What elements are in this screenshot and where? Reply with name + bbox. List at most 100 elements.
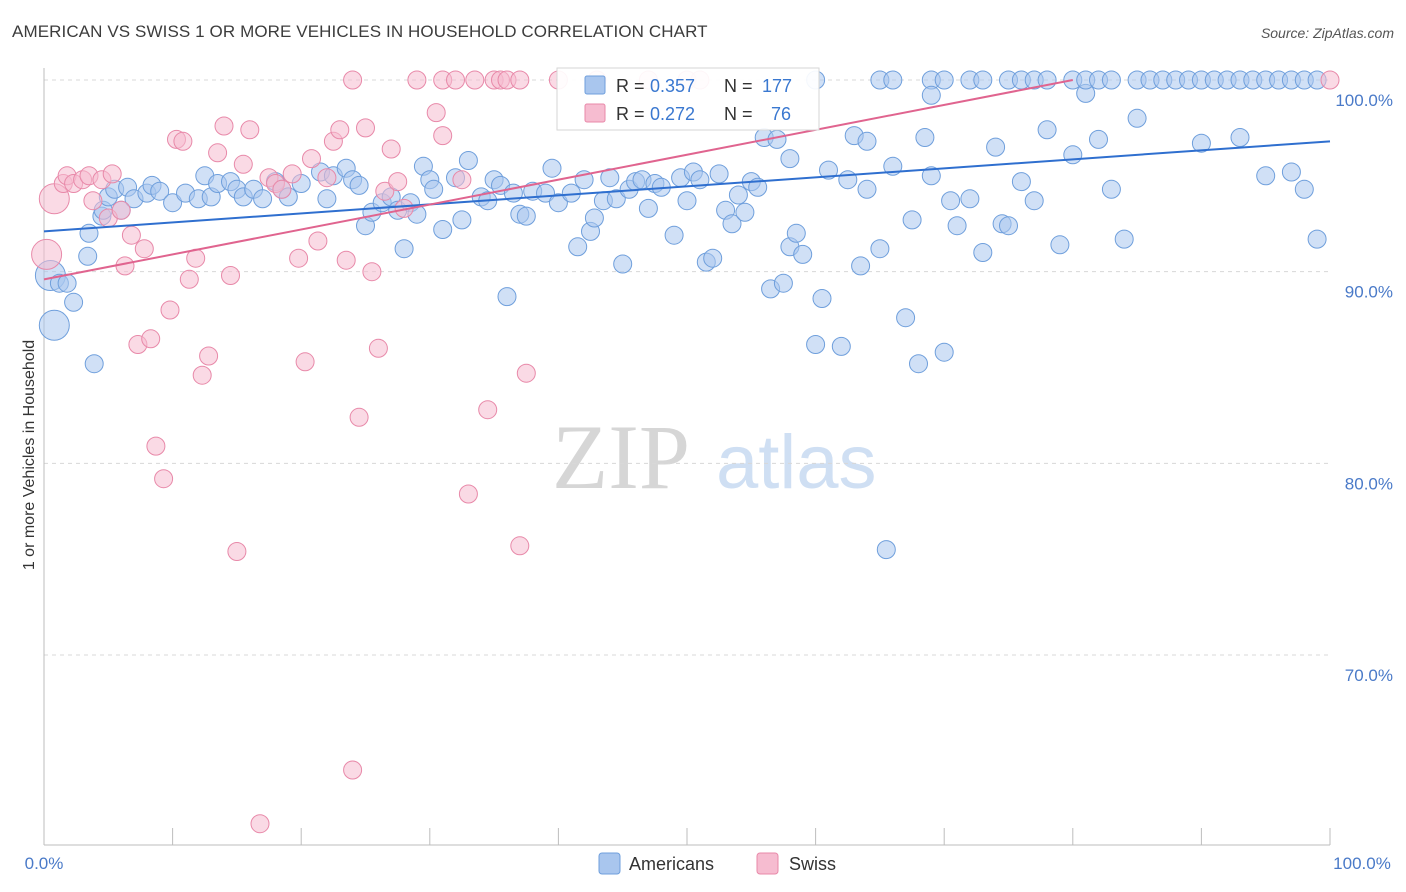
americans-swatch: [584, 75, 606, 95]
americans-point: [896, 308, 916, 328]
americans-point: [1089, 129, 1108, 149]
swiss-point: [192, 365, 212, 385]
chart-title: AMERICAN VS SWISS 1 OR MORE VEHICLES IN …: [12, 22, 708, 41]
americans-point: [424, 179, 444, 199]
swiss-point: [465, 70, 485, 90]
americans-point: [960, 189, 980, 209]
americans-point: [857, 131, 877, 151]
americans-point: [1191, 133, 1211, 153]
swiss-point: [134, 239, 154, 259]
swiss-point: [233, 154, 253, 174]
swiss-point: [199, 346, 219, 366]
americans-point: [999, 216, 1018, 236]
americans-point: [748, 177, 768, 197]
swiss-point: [349, 407, 369, 427]
americans-point: [786, 223, 806, 243]
swiss-point: [31, 238, 63, 270]
swiss-n-value: 76: [771, 104, 791, 124]
swiss-point: [102, 164, 122, 184]
source-credit: Source: ZipAtlas.com: [1260, 25, 1394, 41]
americans-point: [677, 191, 697, 211]
swiss-point: [173, 131, 193, 151]
americans-point: [722, 214, 742, 234]
americans-point: [1127, 108, 1147, 128]
americans-point: [452, 210, 472, 230]
swiss-point: [458, 484, 478, 504]
legend-swiss-swatch: [756, 852, 779, 875]
americans-point: [812, 289, 832, 308]
legend-americans-swatch: [598, 852, 621, 875]
swiss-point: [121, 225, 141, 245]
swiss-swatch: [584, 103, 606, 123]
swiss-trend-line: [43, 79, 1073, 281]
americans-point: [780, 149, 800, 169]
swiss-points: [31, 70, 1340, 834]
swiss-point: [227, 542, 247, 561]
americans-point: [876, 540, 896, 560]
x-tick-label-min: 0.0%: [25, 854, 64, 873]
americans-point: [857, 179, 877, 199]
swiss-point: [362, 262, 382, 282]
y-axis-title: 1 or more Vehicles in Household: [21, 340, 38, 570]
americans-point: [1101, 179, 1121, 199]
swiss-point: [375, 181, 395, 201]
swiss-point: [83, 191, 103, 211]
americans-point: [915, 128, 935, 147]
swiss-point: [179, 269, 199, 289]
swiss-point: [510, 70, 530, 90]
americans-point: [793, 244, 813, 264]
americans-n-label: N =: [724, 76, 753, 96]
americans-point: [703, 248, 723, 268]
americans-point: [394, 239, 414, 259]
swiss-point: [343, 760, 363, 780]
y-tick-label: 90.0%: [1345, 283, 1393, 302]
swiss-point: [295, 352, 315, 372]
swiss-point: [289, 248, 309, 268]
swiss-point: [356, 118, 375, 138]
americans-point: [883, 70, 903, 90]
swiss-point: [302, 149, 321, 169]
americans-point: [831, 336, 851, 356]
watermark-zip: ZIP: [552, 406, 690, 508]
americans-point: [516, 206, 536, 226]
swiss-point: [282, 164, 302, 184]
swiss-point: [308, 231, 328, 251]
americans-point: [1063, 145, 1083, 165]
americans-point: [806, 335, 826, 354]
x-ticks: [43, 828, 1331, 845]
swiss-point: [317, 168, 337, 188]
americans-point: [458, 151, 478, 170]
swiss-point: [240, 120, 260, 140]
swiss-point: [214, 116, 234, 136]
americans-point: [1101, 70, 1121, 90]
americans-trend-line: [43, 140, 1331, 233]
swiss-point: [146, 436, 166, 456]
swiss-point: [330, 120, 350, 140]
americans-point: [973, 243, 993, 262]
americans-point: [1230, 128, 1250, 147]
americans-point: [606, 189, 626, 209]
americans-point: [64, 292, 84, 312]
americans-r-value: 0.357: [650, 76, 695, 96]
americans-point: [542, 158, 562, 178]
swiss-point: [407, 70, 427, 90]
americans-point: [870, 239, 890, 259]
americans-point: [709, 164, 729, 184]
bottom-legend: Americans Swiss: [598, 852, 836, 875]
americans-point: [934, 70, 954, 90]
americans-point: [851, 256, 871, 276]
americans-point: [909, 354, 928, 374]
americans-point: [1294, 179, 1314, 199]
watermark: ZIP atlas: [552, 406, 877, 508]
americans-point: [986, 137, 1006, 157]
swiss-point: [208, 143, 228, 163]
americans-point: [1307, 229, 1327, 249]
americans-point: [1024, 191, 1044, 211]
americans-point: [568, 237, 588, 257]
americans-point: [150, 181, 170, 201]
americans-point: [947, 216, 967, 236]
americans-point: [317, 189, 337, 209]
swiss-point: [1320, 70, 1340, 90]
americans-point: [84, 354, 104, 374]
